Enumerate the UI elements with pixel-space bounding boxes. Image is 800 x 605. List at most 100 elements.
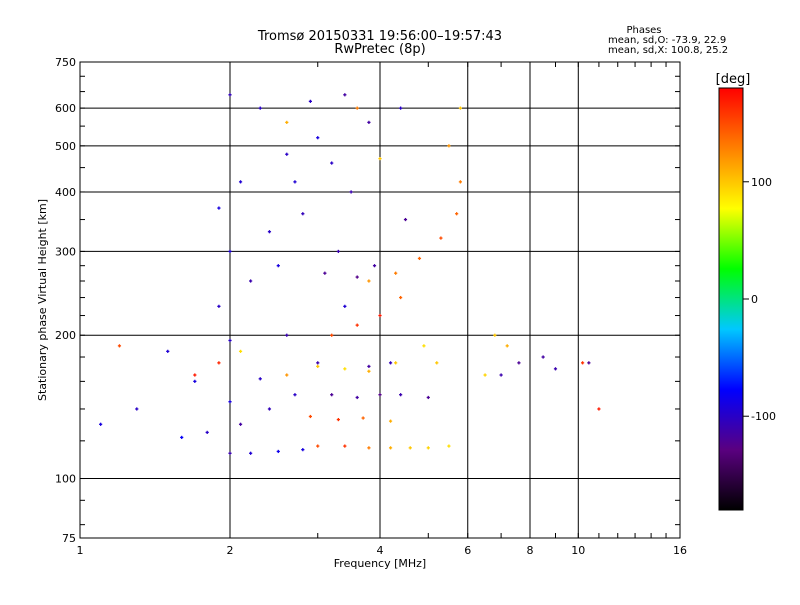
data-point <box>355 275 359 279</box>
legend-line-o: mean, sd,O: -73.9, 22.9 <box>608 35 726 46</box>
y-tick-label: 300 <box>55 245 76 258</box>
colorbar-tick-label: 100 <box>751 176 772 189</box>
colorbar-tick-label: -100 <box>751 410 776 423</box>
data-point <box>361 416 365 420</box>
data-point <box>378 393 382 397</box>
data-point <box>193 373 197 377</box>
data-point <box>447 144 451 148</box>
data-point <box>228 249 232 254</box>
legend-line-x: mean, sd,X: 100.8, 25.2 <box>608 45 728 56</box>
data-point <box>399 106 403 110</box>
data-point <box>517 361 521 365</box>
data-point <box>367 279 371 283</box>
data-point <box>426 395 430 400</box>
data-point <box>458 106 463 110</box>
data-point <box>217 361 221 365</box>
data-point <box>316 136 320 140</box>
colorbar-tick-label: 0 <box>751 293 758 306</box>
data-point <box>367 446 371 450</box>
legend-title: Phases <box>626 25 661 36</box>
data-point <box>372 264 377 268</box>
y-tick-label: 75 <box>62 532 76 545</box>
data-point <box>417 256 422 261</box>
data-point <box>597 407 601 411</box>
colorbar-ticks: 100 0 -100 <box>743 176 776 423</box>
data-point <box>193 379 197 383</box>
data-point <box>493 333 497 337</box>
x-tick-label: 16 <box>673 544 687 557</box>
data-point <box>135 407 139 411</box>
data-point <box>367 369 371 373</box>
data-point <box>388 446 393 450</box>
data-point <box>228 93 232 97</box>
data-point <box>330 393 334 397</box>
data-point <box>285 152 289 156</box>
y-tick-labels: 75 100 200 300 400 500 600 750 <box>55 56 76 545</box>
colorbar-label: [deg] <box>716 72 751 87</box>
data-point <box>238 422 243 426</box>
data-point <box>355 395 359 400</box>
y-tick-label: 200 <box>55 329 76 342</box>
data-point <box>258 377 262 381</box>
y-tick-label: 400 <box>55 186 76 199</box>
chart-subtitle: RwPretec (8p) <box>334 42 425 57</box>
data-point <box>166 349 170 353</box>
data-point <box>343 93 347 97</box>
data-point <box>217 304 221 308</box>
data-point <box>330 333 334 337</box>
x-tick-labels: 1 2 4 6 8 10 16 <box>77 544 688 557</box>
chart-title: Tromsø 20150331 19:56:00–19:57:43 <box>257 29 502 44</box>
data-point <box>587 361 591 365</box>
data-point <box>330 161 334 165</box>
y-axis-label: Stationary phase Virtual Height [km] <box>36 199 49 401</box>
data-point <box>343 304 347 308</box>
x-tick-label: 4 <box>377 544 384 557</box>
data-point <box>267 230 272 234</box>
data-point <box>378 313 382 318</box>
data-point <box>323 271 327 275</box>
y-tick-label: 500 <box>55 140 76 153</box>
data-point <box>435 361 439 365</box>
data-point <box>355 323 359 327</box>
data-point <box>505 344 509 348</box>
x-tick-label: 8 <box>527 544 534 557</box>
data-point <box>217 206 221 210</box>
x-tick-label: 1 <box>77 544 84 557</box>
data-points <box>99 93 601 455</box>
data-point <box>316 444 320 448</box>
data-point <box>228 400 232 404</box>
data-point <box>541 355 545 359</box>
x-axis-label: Frequency [MHz] <box>334 557 426 570</box>
data-point <box>117 344 122 348</box>
y-tick-label: 750 <box>55 56 76 69</box>
y-tick-label: 100 <box>55 473 76 486</box>
data-point <box>267 407 272 411</box>
data-point <box>336 249 340 254</box>
data-point <box>408 446 412 450</box>
data-point <box>316 364 320 369</box>
data-point <box>458 180 463 184</box>
x-tick-label: 2 <box>227 544 234 557</box>
data-point <box>343 444 347 448</box>
data-point <box>349 190 353 194</box>
data-point <box>249 279 253 283</box>
data-point <box>580 361 585 365</box>
data-point <box>180 435 184 440</box>
data-point <box>394 271 398 275</box>
data-point <box>447 444 451 448</box>
data-point <box>388 419 393 423</box>
data-point <box>439 236 443 240</box>
x-tick-label: 10 <box>571 544 585 557</box>
data-point <box>285 120 289 124</box>
data-point <box>355 106 359 110</box>
data-point <box>293 180 297 184</box>
data-point <box>258 106 262 110</box>
data-point <box>426 446 430 450</box>
data-point <box>99 422 103 426</box>
data-point <box>249 451 253 455</box>
data-point <box>301 448 305 452</box>
data-point <box>367 364 371 369</box>
data-point <box>455 212 459 216</box>
y-tick-label: 600 <box>55 102 76 115</box>
